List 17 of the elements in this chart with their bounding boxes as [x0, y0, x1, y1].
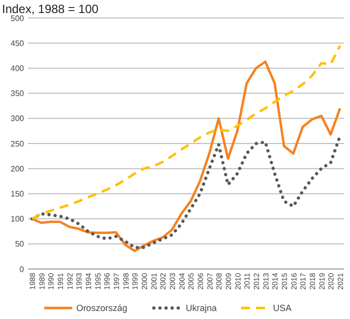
- y-tick-label: 100: [10, 214, 25, 224]
- y-tick-label: 500: [10, 14, 25, 23]
- y-tick-label: 250: [10, 139, 25, 148]
- y-tick-label: 200: [10, 164, 25, 174]
- y-tick-label: 400: [10, 64, 25, 73]
- legend-label: Oroszország: [76, 303, 128, 313]
- y-tick-label: 150: [10, 190, 25, 198]
- chart-title: Index, 1988 = 100: [2, 2, 99, 16]
- y-tick-label: 50: [15, 240, 25, 249]
- line-series: [30, 44, 342, 220]
- y-tick-label: 350: [10, 89, 25, 98]
- y-tick-label: 300: [10, 114, 25, 124]
- legend-label: Ukrajna: [186, 303, 217, 313]
- y-tick-label: 0: [20, 264, 25, 274]
- line-series: [30, 60, 342, 252]
- y-tick-label: 450: [10, 38, 25, 48]
- legend-label: USA: [273, 303, 292, 313]
